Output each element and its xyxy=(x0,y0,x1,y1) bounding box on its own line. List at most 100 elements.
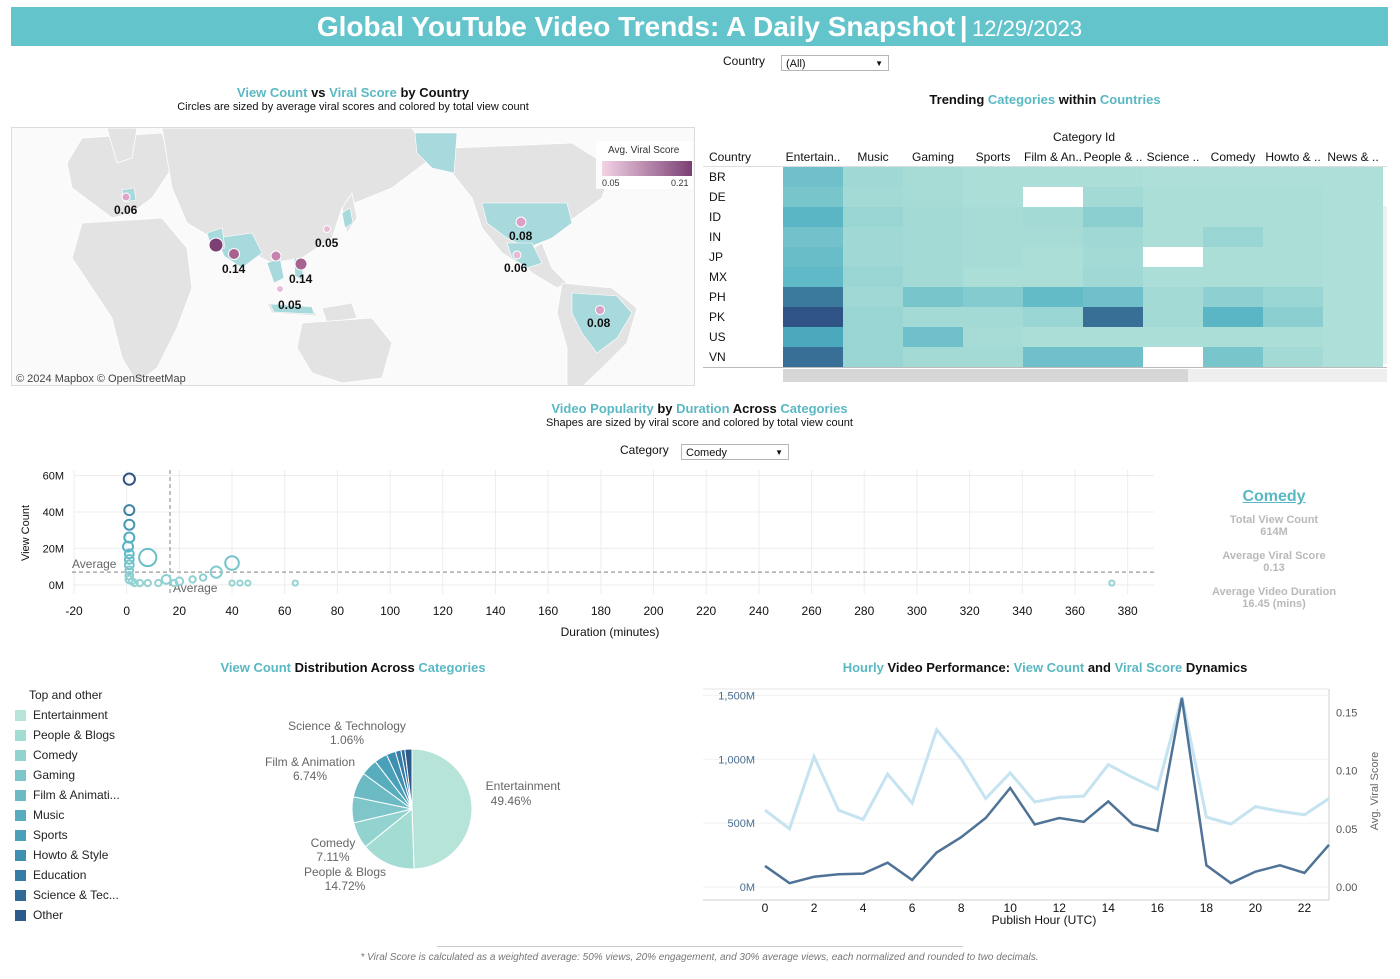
pie-legend-item[interactable]: Entertainment xyxy=(15,705,165,725)
heatmap-cell[interactable] xyxy=(783,247,843,267)
heatmap-cell[interactable] xyxy=(843,167,903,187)
heatmap-vertical-scrollbar[interactable] xyxy=(1383,206,1387,364)
bubble-in[interactable] xyxy=(228,248,240,260)
scatter-point[interactable] xyxy=(130,578,139,588)
scatter-point[interactable] xyxy=(1108,579,1116,587)
scatter-point[interactable] xyxy=(236,579,244,587)
heatmap-cell[interactable] xyxy=(1323,167,1383,187)
scatter-point[interactable] xyxy=(122,540,134,553)
heatmap-cell[interactable] xyxy=(1263,167,1323,187)
bubble-us[interactable] xyxy=(515,216,527,228)
heatmap-cell[interactable] xyxy=(843,347,903,367)
heatmap-cell[interactable] xyxy=(1083,287,1143,307)
heatmap-cell[interactable] xyxy=(1083,327,1143,347)
bubble-id[interactable] xyxy=(276,285,284,293)
bubble-mx[interactable] xyxy=(512,250,522,260)
heatmap-cell[interactable] xyxy=(1143,347,1203,367)
pie-legend-item[interactable]: People & Blogs xyxy=(15,725,165,745)
heatmap-cell[interactable] xyxy=(903,207,963,227)
heatmap-cell[interactable] xyxy=(1143,327,1203,347)
heatmap-cell[interactable] xyxy=(843,267,903,287)
heatmap-cell[interactable] xyxy=(903,287,963,307)
scatter-point[interactable] xyxy=(124,565,135,576)
heatmap-cell[interactable] xyxy=(1023,247,1083,267)
heatmap-cell[interactable] xyxy=(1323,287,1383,307)
scatter-point[interactable] xyxy=(291,579,299,587)
heatmap-cell[interactable] xyxy=(1263,247,1323,267)
heatmap-cell[interactable] xyxy=(843,287,903,307)
heatmap-cell[interactable] xyxy=(963,347,1023,367)
heatmap-cell[interactable] xyxy=(843,247,903,267)
heatmap-cell[interactable] xyxy=(963,267,1023,287)
pie-legend-item[interactable]: Science & Tec... xyxy=(15,885,165,905)
heatmap-cell[interactable] xyxy=(1023,287,1083,307)
heatmap-scrollbar[interactable] xyxy=(783,369,1387,382)
heatmap-cell[interactable] xyxy=(1263,327,1323,347)
heatmap-cell[interactable] xyxy=(1203,287,1263,307)
country-filter-select[interactable]: (All) ▼ xyxy=(781,55,889,71)
heatmap-cell[interactable] xyxy=(903,167,963,187)
heatmap-cell[interactable] xyxy=(1263,187,1323,207)
heatmap-cell[interactable] xyxy=(1143,167,1203,187)
heatmap-cell[interactable] xyxy=(963,247,1023,267)
heatmap-cell[interactable] xyxy=(783,267,843,287)
pie-legend-item[interactable]: Howto & Style xyxy=(15,845,165,865)
heatmap-cell[interactable] xyxy=(1323,347,1383,367)
heatmap-cell[interactable] xyxy=(843,187,903,207)
heatmap-cell[interactable] xyxy=(1203,247,1263,267)
scatter-point[interactable] xyxy=(123,548,135,560)
heatmap-cell[interactable] xyxy=(1023,187,1083,207)
heatmap-cell[interactable] xyxy=(1083,227,1143,247)
heatmap-cell[interactable] xyxy=(783,207,843,227)
heatmap-cell[interactable] xyxy=(1083,347,1143,367)
heatmap-cell[interactable] xyxy=(1323,207,1383,227)
bubble-vn[interactable] xyxy=(270,250,282,262)
heatmap-cell[interactable] xyxy=(1203,207,1263,227)
scatter-point[interactable] xyxy=(174,576,185,587)
heatmap-cell[interactable] xyxy=(963,167,1023,187)
bubble-br[interactable] xyxy=(595,305,605,315)
heatmap-cell[interactable] xyxy=(783,167,843,187)
pie-chart[interactable]: Entertainment 49.46% People & Blogs 14.7… xyxy=(250,715,580,895)
pie-legend-item[interactable]: Education xyxy=(15,865,165,885)
heatmap-cell[interactable] xyxy=(1203,307,1263,327)
heatmap-cell[interactable] xyxy=(963,327,1023,347)
heatmap-cell[interactable] xyxy=(1323,307,1383,327)
line-chart[interactable]: Publish Hour (UTC) Avg. Viral Score 1,50… xyxy=(703,684,1393,929)
view-count-line[interactable] xyxy=(764,697,1330,885)
scatter-point[interactable] xyxy=(138,547,158,568)
scatter-point[interactable] xyxy=(244,579,252,587)
scatter-point[interactable] xyxy=(160,574,172,585)
heatmap-cell[interactable] xyxy=(1023,347,1083,367)
heatmap-cell[interactable] xyxy=(783,287,843,307)
heatmap-cell[interactable] xyxy=(1083,167,1143,187)
heatmap-cell[interactable] xyxy=(1143,227,1203,247)
scatter-point[interactable] xyxy=(198,573,208,582)
heatmap-cell[interactable] xyxy=(963,287,1023,307)
scatter-point[interactable] xyxy=(135,578,145,588)
heatmap-cell[interactable] xyxy=(783,347,843,367)
heatmap-cell[interactable] xyxy=(1023,167,1083,187)
heatmap-cell[interactable] xyxy=(963,187,1023,207)
heatmap-cell[interactable] xyxy=(783,227,843,247)
scatter-chart[interactable]: View Count Duration (minutes) -20 0 20 40 60… xyxy=(11,460,1171,645)
scatter-point[interactable] xyxy=(123,559,135,571)
bubble-ph[interactable] xyxy=(294,257,308,271)
pie-slice[interactable] xyxy=(411,748,473,870)
scatter-point[interactable] xyxy=(123,518,136,531)
heatmap-cell[interactable] xyxy=(1083,307,1143,327)
heatmap-cell[interactable] xyxy=(963,207,1023,227)
heatmap-cell[interactable] xyxy=(783,307,843,327)
heatmap-cell[interactable] xyxy=(1263,347,1323,367)
heatmap-grid[interactable] xyxy=(783,167,1387,367)
heatmap-cell[interactable] xyxy=(903,247,963,267)
pie-slice[interactable] xyxy=(404,748,413,810)
heatmap-cell[interactable] xyxy=(1203,167,1263,187)
heatmap-cell[interactable] xyxy=(1083,247,1143,267)
heatmap-cell[interactable] xyxy=(1083,207,1143,227)
heatmap-cell[interactable] xyxy=(903,347,963,367)
heatmap-cell[interactable] xyxy=(903,267,963,287)
heatmap-cell[interactable] xyxy=(843,327,903,347)
heatmap-cell[interactable] xyxy=(783,187,843,207)
scatter-point[interactable] xyxy=(123,504,136,517)
